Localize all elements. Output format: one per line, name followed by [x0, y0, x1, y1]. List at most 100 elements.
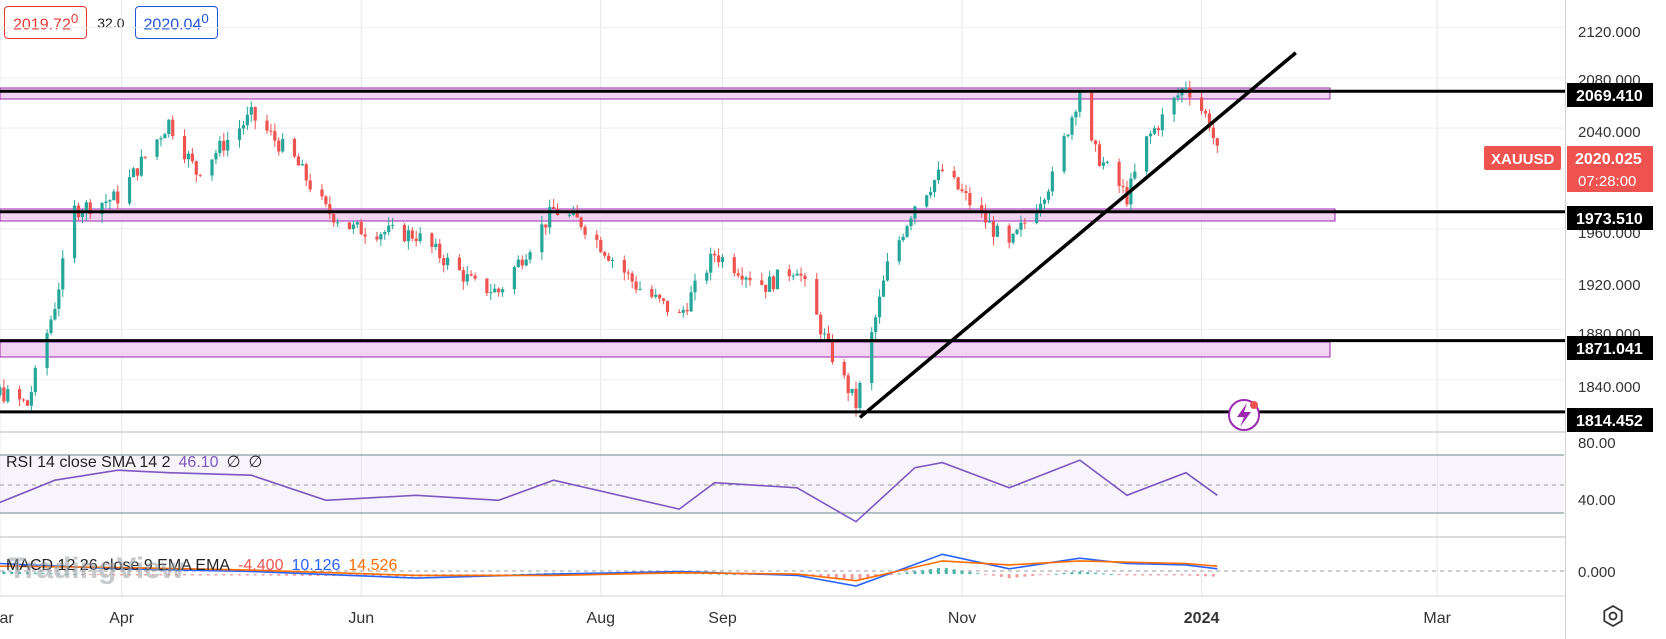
candle-body	[1035, 210, 1039, 224]
candle-body	[932, 180, 937, 193]
candle-body	[603, 252, 607, 256]
macd-histogram-bar	[1023, 574, 1027, 577]
candle-body	[925, 195, 929, 207]
macd-histogram-bar	[120, 574, 124, 576]
ask-price: 2020.04	[143, 16, 202, 34]
candle-body	[143, 156, 147, 158]
candle-body	[17, 389, 22, 400]
candle-body	[332, 214, 336, 223]
candle-body	[1066, 134, 1070, 137]
candle-body	[771, 276, 776, 290]
candle-body	[744, 277, 748, 280]
candle-body	[25, 400, 30, 406]
ask-price-sup: 0	[201, 11, 209, 26]
macd-legend[interactable]: MACD 12 26 close 9 EMA EMA -4.400 10.126 14…	[6, 557, 397, 574]
candle-body	[434, 243, 438, 247]
lightning-icon[interactable]	[1228, 399, 1260, 431]
candle-body	[1042, 199, 1047, 204]
candle-body	[929, 192, 933, 196]
macd-histogram-bar	[363, 574, 367, 577]
candle-body	[732, 257, 736, 274]
macd-histogram-bar	[18, 572, 22, 575]
candle-body	[512, 267, 516, 290]
candle-body	[787, 269, 791, 277]
candle-body	[716, 255, 721, 263]
candle-body	[167, 119, 171, 135]
macd-histogram-bar	[214, 574, 218, 576]
macd-histogram-bar	[1062, 572, 1066, 575]
macd-histogram-bar	[889, 574, 893, 576]
candle-body	[135, 168, 139, 176]
candle-body	[1050, 171, 1054, 192]
candle-body	[418, 233, 422, 242]
macd-histogram-bar	[300, 574, 304, 576]
candle-body	[1078, 92, 1082, 112]
candle-body	[897, 240, 901, 262]
candle-body	[599, 239, 603, 253]
candle-body	[1215, 138, 1219, 146]
candle-body	[351, 224, 355, 230]
candle-body	[803, 275, 807, 280]
macd-histogram-bar	[536, 573, 540, 575]
candle-body	[171, 119, 175, 136]
macd-histogram-bar	[717, 573, 721, 575]
rsi-tick: 80.00	[1578, 435, 1616, 452]
settings-icon[interactable]	[1603, 604, 1623, 628]
candle-body	[607, 255, 611, 261]
macd-histogram-bar	[253, 574, 257, 576]
candle-body	[658, 294, 662, 299]
candle-body	[1152, 128, 1157, 134]
candle-body	[430, 233, 434, 247]
candle-body	[1038, 203, 1043, 211]
rsi-legend[interactable]: RSI 14 close SMA 14 2 46.10 ∅ ∅	[6, 454, 262, 471]
macd-histogram-bar	[984, 574, 988, 576]
candle-body	[237, 128, 242, 140]
candle-body	[799, 273, 803, 276]
candle-body	[984, 211, 988, 223]
candle-body	[1101, 162, 1106, 166]
candle-body	[194, 161, 198, 175]
macd-histogram-bar	[819, 574, 823, 578]
macd-histogram-bar	[1015, 574, 1019, 578]
candle-body	[575, 211, 579, 218]
bid-price: 2019.72	[13, 16, 71, 34]
trendline[interactable]	[858, 51, 1297, 419]
macd-histogram-bar	[1094, 572, 1098, 575]
macd-histogram-bar	[198, 574, 202, 576]
candle-body	[940, 169, 945, 171]
macd-histogram-bar	[175, 574, 179, 576]
candle-body	[127, 177, 132, 204]
candle-body	[304, 164, 308, 181]
candle-body	[402, 224, 407, 242]
macd-histogram-bar	[929, 569, 933, 575]
level-label: 2069.410	[1576, 88, 1643, 105]
candle-body	[760, 280, 764, 285]
candle-body	[104, 201, 108, 203]
candle-body	[1172, 97, 1176, 115]
candle-body	[387, 225, 391, 233]
candle-body	[622, 259, 626, 273]
candle-body	[579, 217, 583, 227]
macd-histogram-bar	[1007, 574, 1011, 579]
candle-body	[1160, 114, 1164, 131]
macd-histogram-bar	[57, 573, 61, 575]
candle-body	[500, 289, 505, 293]
candles-group	[0, 80, 1219, 417]
candle-body	[595, 234, 599, 240]
macd-histogram-bar	[316, 574, 320, 576]
bid-price-button[interactable]: 2019.720	[4, 6, 88, 40]
ask-price-button[interactable]: 2020.040	[134, 6, 218, 40]
candle-body	[379, 234, 383, 240]
rsi-tick: 40.00	[1578, 492, 1616, 509]
candle-body	[689, 292, 693, 312]
price-tick: 2040.000	[1578, 124, 1641, 141]
macd-histogram-bar	[151, 574, 155, 576]
candle-body	[1023, 222, 1027, 224]
macd-histogram-bar	[65, 573, 69, 575]
macd-histogram-bar	[858, 574, 862, 579]
candle-body	[489, 292, 493, 294]
level-label-box	[1567, 336, 1653, 360]
macd-tick: 0.000	[1578, 564, 1616, 581]
macd-histogram-bar	[827, 574, 831, 578]
